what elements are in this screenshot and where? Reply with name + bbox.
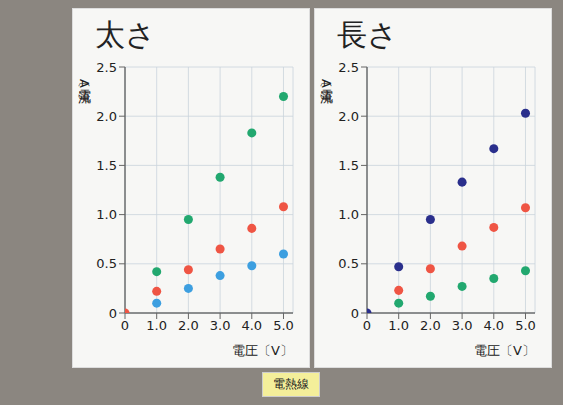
svg-text:1.0: 1.0 (338, 207, 359, 222)
svg-text:1.5: 1.5 (96, 158, 117, 173)
svg-text:4.0: 4.0 (483, 318, 504, 333)
svg-text:0.5: 0.5 (96, 256, 117, 271)
svg-text:1.5: 1.5 (338, 158, 359, 173)
svg-text:2.5: 2.5 (338, 60, 359, 75)
html-text:電熱線: 電熱線 (273, 377, 309, 391)
svg-text:5.0: 5.0 (515, 318, 536, 333)
svg-text:2.0: 2.0 (420, 318, 441, 333)
svg-text:電圧〔V〕: 電圧〔V〕 (232, 343, 293, 358)
svg-text:0: 0 (121, 318, 129, 333)
svg-text:1.0: 1.0 (96, 207, 117, 222)
svg-text:0: 0 (363, 318, 371, 333)
html-text:太さ: 太さ (95, 17, 156, 52)
svg-text:0: 0 (351, 306, 359, 321)
svg-text:3.0: 3.0 (210, 318, 231, 333)
svg-text:2.0: 2.0 (96, 109, 117, 124)
svg-text:電圧〔V〕: 電圧〔V〕 (474, 343, 535, 358)
svg-text:5.0: 5.0 (273, 318, 294, 333)
svg-text:4.0: 4.0 (241, 318, 262, 333)
svg-text:3.0: 3.0 (452, 318, 473, 333)
svg-text:0: 0 (109, 306, 117, 321)
svg-text:1.0: 1.0 (388, 318, 409, 333)
html-text:電流〔A〕: 電流〔A〕 (319, 79, 334, 88)
svg-text:1.0: 1.0 (146, 318, 167, 333)
html-text:電流〔A〕: 電流〔A〕 (77, 79, 92, 88)
svg-text:2.0: 2.0 (338, 109, 359, 124)
svg-text:0.5: 0.5 (338, 256, 359, 271)
svg-text:2.5: 2.5 (96, 60, 117, 75)
html-text:長さ: 長さ (337, 17, 398, 52)
svg-text:2.0: 2.0 (178, 318, 199, 333)
